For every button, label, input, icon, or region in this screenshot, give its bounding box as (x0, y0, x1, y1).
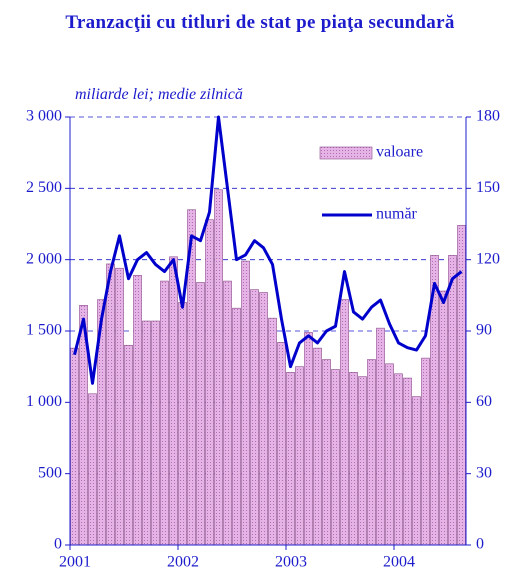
bar (367, 359, 376, 546)
chart-title: Tranzacţii cu titluri de stat pe piaţa s… (65, 12, 455, 33)
y2-tick-label: 90 (476, 322, 492, 339)
y-tick-label: 2 500 (26, 179, 62, 196)
bar (124, 344, 133, 546)
bar (160, 280, 169, 546)
bar (151, 320, 160, 546)
bar (331, 369, 340, 546)
line (73, 115, 463, 385)
bar (448, 255, 457, 546)
bar (106, 263, 115, 546)
bar (349, 372, 358, 546)
bar (133, 275, 142, 546)
bar (88, 393, 97, 546)
bar (205, 219, 214, 546)
y-tick-label: 1 000 (26, 393, 62, 410)
y2-tick-label: 120 (476, 250, 500, 267)
bar (115, 267, 124, 546)
y-tick-label: 3 000 (26, 108, 62, 125)
bar (340, 299, 349, 546)
bar (232, 307, 241, 546)
bar (412, 396, 421, 546)
bar (196, 282, 205, 546)
bar (295, 366, 304, 546)
bar (385, 363, 394, 546)
legend-swatch (319, 146, 373, 160)
legend-label: valoare (376, 144, 423, 161)
bar (376, 327, 385, 546)
y2-tick-label: 30 (476, 464, 492, 481)
bar (241, 260, 250, 546)
bar (250, 289, 259, 546)
bar (214, 189, 223, 546)
bar (70, 347, 79, 546)
bar (268, 317, 277, 546)
y2-tick-label: 0 (476, 536, 484, 553)
x-tick-label: 2001 (59, 554, 91, 571)
bar (259, 292, 268, 546)
bar (394, 373, 403, 546)
y-tick-label: 2 000 (26, 250, 62, 267)
y2-tick-label: 150 (476, 179, 500, 196)
bar (223, 280, 232, 546)
bar (313, 347, 322, 546)
x-tick-label: 2003 (275, 554, 307, 571)
bar (322, 359, 331, 546)
bar (286, 372, 295, 546)
y-tick-label: 500 (38, 464, 62, 481)
x-tick-label: 2004 (383, 554, 415, 571)
x-tick-label: 2002 (167, 554, 199, 571)
y2-tick-label: 180 (476, 108, 500, 125)
bar (439, 290, 448, 546)
bar (304, 332, 313, 546)
chart-subtitle: miliarde lei; medie zilnică (75, 86, 243, 103)
bar (421, 357, 430, 546)
bar (277, 342, 286, 546)
y-tick-label: 0 (54, 536, 62, 553)
legend-label: număr (376, 206, 418, 223)
bar (358, 376, 367, 546)
bar (142, 320, 151, 546)
y-tick-label: 1 500 (26, 322, 62, 339)
y2-tick-label: 60 (476, 393, 492, 410)
bar (178, 302, 187, 546)
bar (403, 377, 412, 546)
bar (169, 256, 178, 546)
